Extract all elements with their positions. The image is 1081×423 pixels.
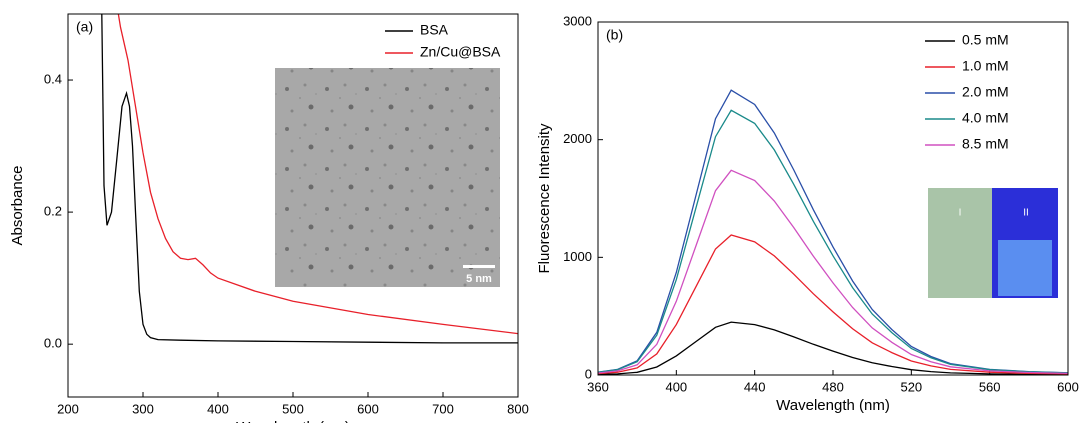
x-tick-label: 500	[282, 401, 304, 416]
legend-label: 4.0 mM	[962, 110, 1009, 126]
x-tick-label: 520	[900, 379, 922, 394]
x-axis-label: Wavelength (nm)	[236, 419, 350, 423]
x-tick-label: 600	[357, 401, 379, 416]
vial-photo-1	[928, 188, 992, 298]
x-tick-label: 300	[132, 401, 154, 416]
legend-label: 8.5 mM	[962, 136, 1009, 152]
panel-label: (a)	[76, 19, 93, 35]
x-tick-label: 700	[432, 401, 454, 416]
x-tick-label: 200	[57, 401, 79, 416]
y-tick-label: 0.0	[44, 336, 62, 351]
x-tick-label: 480	[822, 379, 844, 394]
legend-label: BSA	[420, 22, 449, 38]
legend-label: Zn/Cu@BSA	[420, 44, 501, 60]
plot-area	[598, 89, 1068, 375]
y-tick-label: 1000	[563, 249, 592, 264]
x-tick-label: 360	[587, 379, 609, 394]
x-tick-label: 440	[744, 379, 766, 394]
x-tick-label: 400	[665, 379, 687, 394]
series-line	[117, 14, 518, 335]
series-line	[598, 109, 1068, 374]
plot-frame	[67, 13, 519, 398]
plot-frame	[597, 21, 1069, 376]
x-tick-label: 800	[507, 401, 529, 416]
y-tick-label: 0.4	[44, 71, 62, 86]
series-line	[598, 234, 1068, 375]
y-axis-label: Absorbance	[9, 165, 26, 245]
legend-label: 0.5 mM	[962, 32, 1009, 48]
tem-inset	[275, 68, 500, 287]
y-tick-label: 2000	[563, 131, 592, 146]
y-axis-label: Fluorescence Intensity	[536, 123, 553, 274]
y-tick-label: 0	[585, 366, 592, 381]
x-tick-label: 600	[1057, 379, 1079, 394]
legend-label: 2.0 mM	[962, 84, 1009, 100]
series-line	[101, 14, 518, 344]
vial-glow	[998, 240, 1052, 296]
x-tick-label: 400	[207, 401, 229, 416]
x-axis-label: Wavelength (nm)	[776, 397, 890, 414]
y-tick-label: 3000	[563, 13, 592, 28]
plot-area	[101, 14, 518, 344]
inset-label: II	[1023, 208, 1029, 219]
y-tick-label: 0.2	[44, 204, 62, 219]
series-line	[598, 321, 1068, 375]
inset-label: I	[959, 208, 962, 219]
scale-label: 5 nm	[466, 273, 492, 285]
panel-label: (b)	[606, 27, 623, 43]
series-line	[598, 89, 1068, 374]
x-tick-label: 560	[979, 379, 1001, 394]
scale-bar	[463, 265, 495, 268]
series-line	[598, 169, 1068, 375]
legend-label: 1.0 mM	[962, 58, 1009, 74]
